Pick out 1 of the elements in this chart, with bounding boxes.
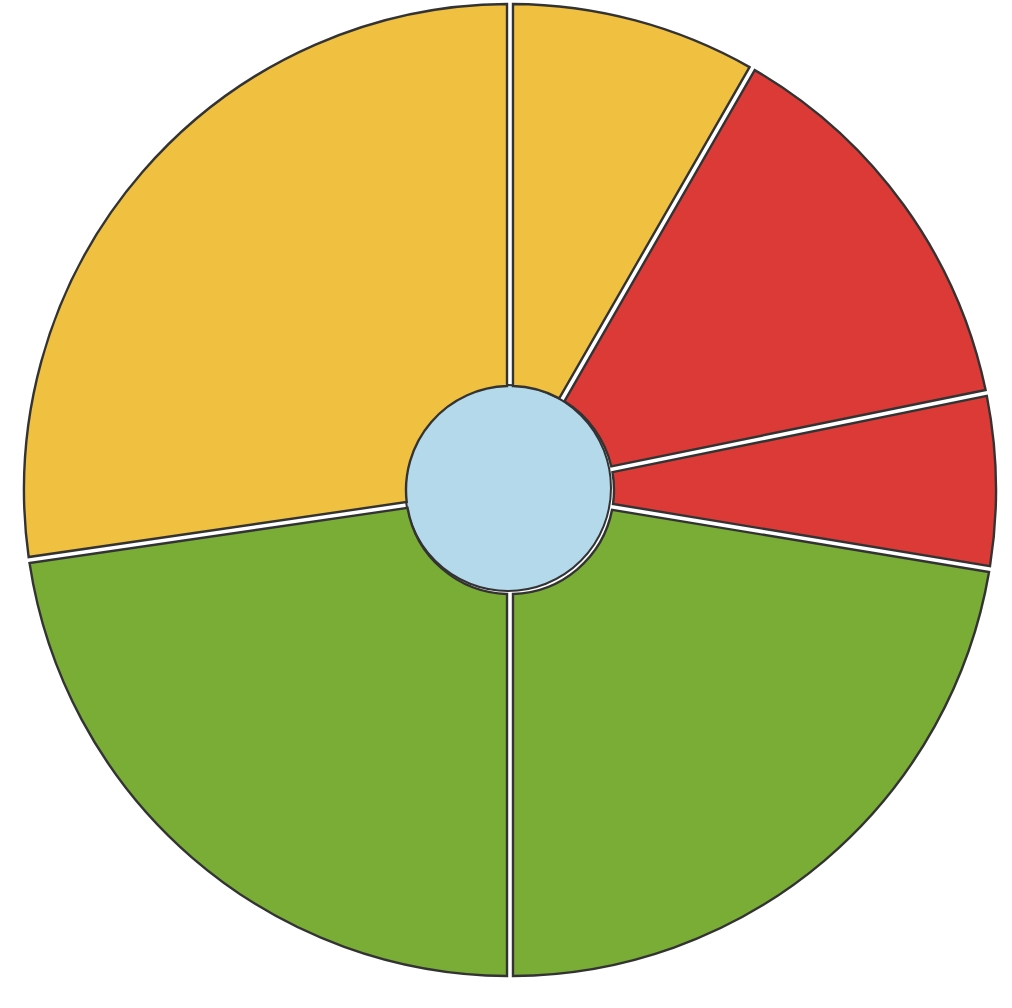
donut-slice [511, 2, 751, 400]
